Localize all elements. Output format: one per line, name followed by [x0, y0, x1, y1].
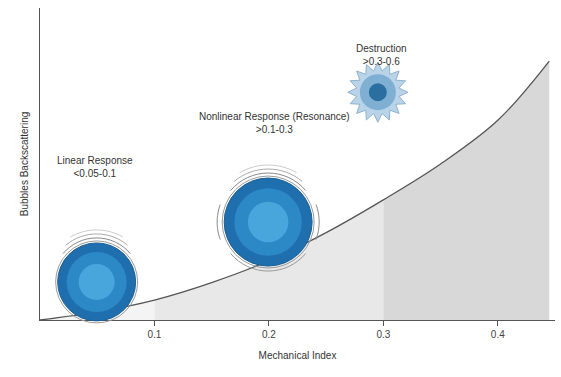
svg-text:Mechanical Index: Mechanical Index: [259, 350, 337, 361]
svg-text:Linear Response<0.05-0.1: Linear Response<0.05-0.1: [57, 155, 133, 179]
svg-text:0.3: 0.3: [376, 329, 390, 340]
svg-text:Destruction>0.3-0.6: Destruction>0.3-0.6: [356, 43, 407, 67]
svg-text:Bubbles Backscattering: Bubbles Backscattering: [19, 112, 30, 217]
svg-text:Nonlinear Response (Resonance): Nonlinear Response (Resonance)>0.1-0.3: [199, 111, 350, 135]
svg-text:0.1: 0.1: [147, 329, 161, 340]
svg-text:0.2: 0.2: [262, 329, 276, 340]
svg-text:0.4: 0.4: [491, 329, 505, 340]
